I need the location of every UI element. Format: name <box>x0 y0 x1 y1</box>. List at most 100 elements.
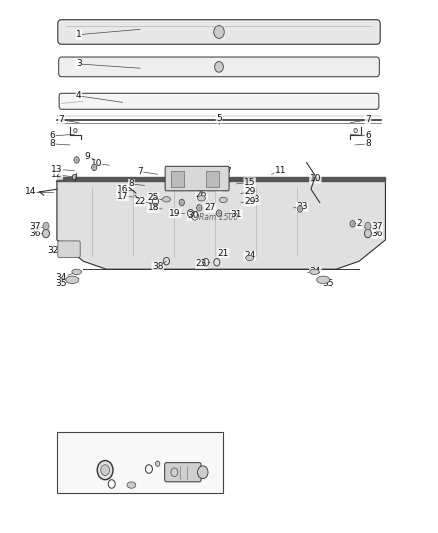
Text: 34: 34 <box>310 268 321 276</box>
Text: 20: 20 <box>86 467 98 476</box>
Bar <box>57 177 385 181</box>
Text: 43: 43 <box>178 461 190 469</box>
Bar <box>171 171 184 187</box>
Circle shape <box>365 222 371 230</box>
Circle shape <box>74 128 77 133</box>
Text: 25: 25 <box>148 193 159 201</box>
Text: 5: 5 <box>216 114 222 123</box>
Text: 28: 28 <box>248 196 260 204</box>
Text: 41: 41 <box>196 480 207 488</box>
Circle shape <box>350 221 355 227</box>
Text: 14: 14 <box>25 188 36 196</box>
Circle shape <box>43 222 49 230</box>
Text: 45: 45 <box>91 483 102 492</box>
Text: 34: 34 <box>56 273 67 281</box>
Text: 31: 31 <box>231 210 242 219</box>
Circle shape <box>42 229 49 238</box>
Ellipse shape <box>127 482 136 488</box>
Circle shape <box>72 174 77 180</box>
FancyBboxPatch shape <box>58 20 380 44</box>
Text: 23: 23 <box>196 260 207 268</box>
Text: 39: 39 <box>161 466 172 474</box>
Text: 10: 10 <box>310 174 321 183</box>
Text: 35: 35 <box>56 279 67 288</box>
Polygon shape <box>57 181 385 269</box>
Ellipse shape <box>198 196 205 201</box>
Text: 8: 8 <box>49 140 56 148</box>
Text: 2: 2 <box>357 220 362 228</box>
Text: 30: 30 <box>187 212 198 220</box>
Text: 15: 15 <box>244 178 255 187</box>
Text: 38: 38 <box>152 262 163 271</box>
Circle shape <box>216 210 222 216</box>
Circle shape <box>214 26 224 38</box>
Text: 4: 4 <box>76 92 81 100</box>
Text: Ram 1500: Ram 1500 <box>199 213 239 222</box>
Text: 11: 11 <box>275 166 286 175</box>
Text: 12: 12 <box>51 171 63 179</box>
Circle shape <box>155 461 160 466</box>
Text: 36: 36 <box>29 229 41 238</box>
Text: 35: 35 <box>323 279 334 288</box>
Ellipse shape <box>246 255 254 261</box>
Circle shape <box>198 466 208 479</box>
Circle shape <box>92 164 97 171</box>
Text: 19: 19 <box>170 209 181 217</box>
Ellipse shape <box>310 269 319 274</box>
Circle shape <box>74 157 79 163</box>
Text: 6: 6 <box>365 132 371 140</box>
Text: 6: 6 <box>49 132 56 140</box>
Text: 9: 9 <box>85 152 91 161</box>
Circle shape <box>297 206 303 212</box>
Circle shape <box>197 205 202 211</box>
Circle shape <box>101 465 110 475</box>
Ellipse shape <box>72 269 81 274</box>
Circle shape <box>97 461 113 480</box>
Text: 29: 29 <box>244 197 255 206</box>
Text: 37: 37 <box>371 222 382 231</box>
Text: 21: 21 <box>218 249 229 257</box>
Text: 36: 36 <box>371 229 382 238</box>
Text: 7: 7 <box>190 177 196 185</box>
Text: 3: 3 <box>76 60 82 68</box>
Circle shape <box>179 199 184 206</box>
Text: 8: 8 <box>216 183 222 192</box>
FancyBboxPatch shape <box>59 93 379 109</box>
Ellipse shape <box>162 197 170 202</box>
Circle shape <box>354 128 357 133</box>
Text: 27: 27 <box>205 204 216 212</box>
Bar <box>57 432 223 493</box>
Text: 29: 29 <box>244 188 255 196</box>
Text: 13: 13 <box>51 165 63 174</box>
Text: 42: 42 <box>205 469 216 478</box>
Text: 44: 44 <box>148 483 159 492</box>
Text: 8: 8 <box>128 180 134 188</box>
FancyBboxPatch shape <box>165 166 229 191</box>
Text: 7: 7 <box>365 116 371 124</box>
Bar <box>206 171 219 187</box>
Ellipse shape <box>317 276 330 284</box>
Text: 24: 24 <box>244 252 255 260</box>
Text: 22: 22 <box>134 197 146 206</box>
FancyBboxPatch shape <box>58 241 80 257</box>
FancyBboxPatch shape <box>165 463 201 482</box>
Ellipse shape <box>219 197 227 203</box>
Ellipse shape <box>66 276 79 284</box>
Text: 40: 40 <box>161 477 172 485</box>
Text: 26: 26 <box>196 190 207 199</box>
Text: 16: 16 <box>117 185 128 193</box>
FancyBboxPatch shape <box>59 57 379 77</box>
Text: 8: 8 <box>365 140 371 148</box>
Text: 7: 7 <box>137 167 143 176</box>
Text: 7: 7 <box>58 116 64 124</box>
Text: 37: 37 <box>29 222 41 231</box>
Text: 18: 18 <box>148 204 159 212</box>
Text: 1: 1 <box>76 30 82 39</box>
Circle shape <box>364 229 371 238</box>
Text: 32: 32 <box>47 246 58 255</box>
Text: 33: 33 <box>297 203 308 211</box>
Text: 7: 7 <box>225 167 231 176</box>
Text: 10: 10 <box>91 159 102 168</box>
Circle shape <box>215 62 223 72</box>
Text: 17: 17 <box>117 192 128 200</box>
